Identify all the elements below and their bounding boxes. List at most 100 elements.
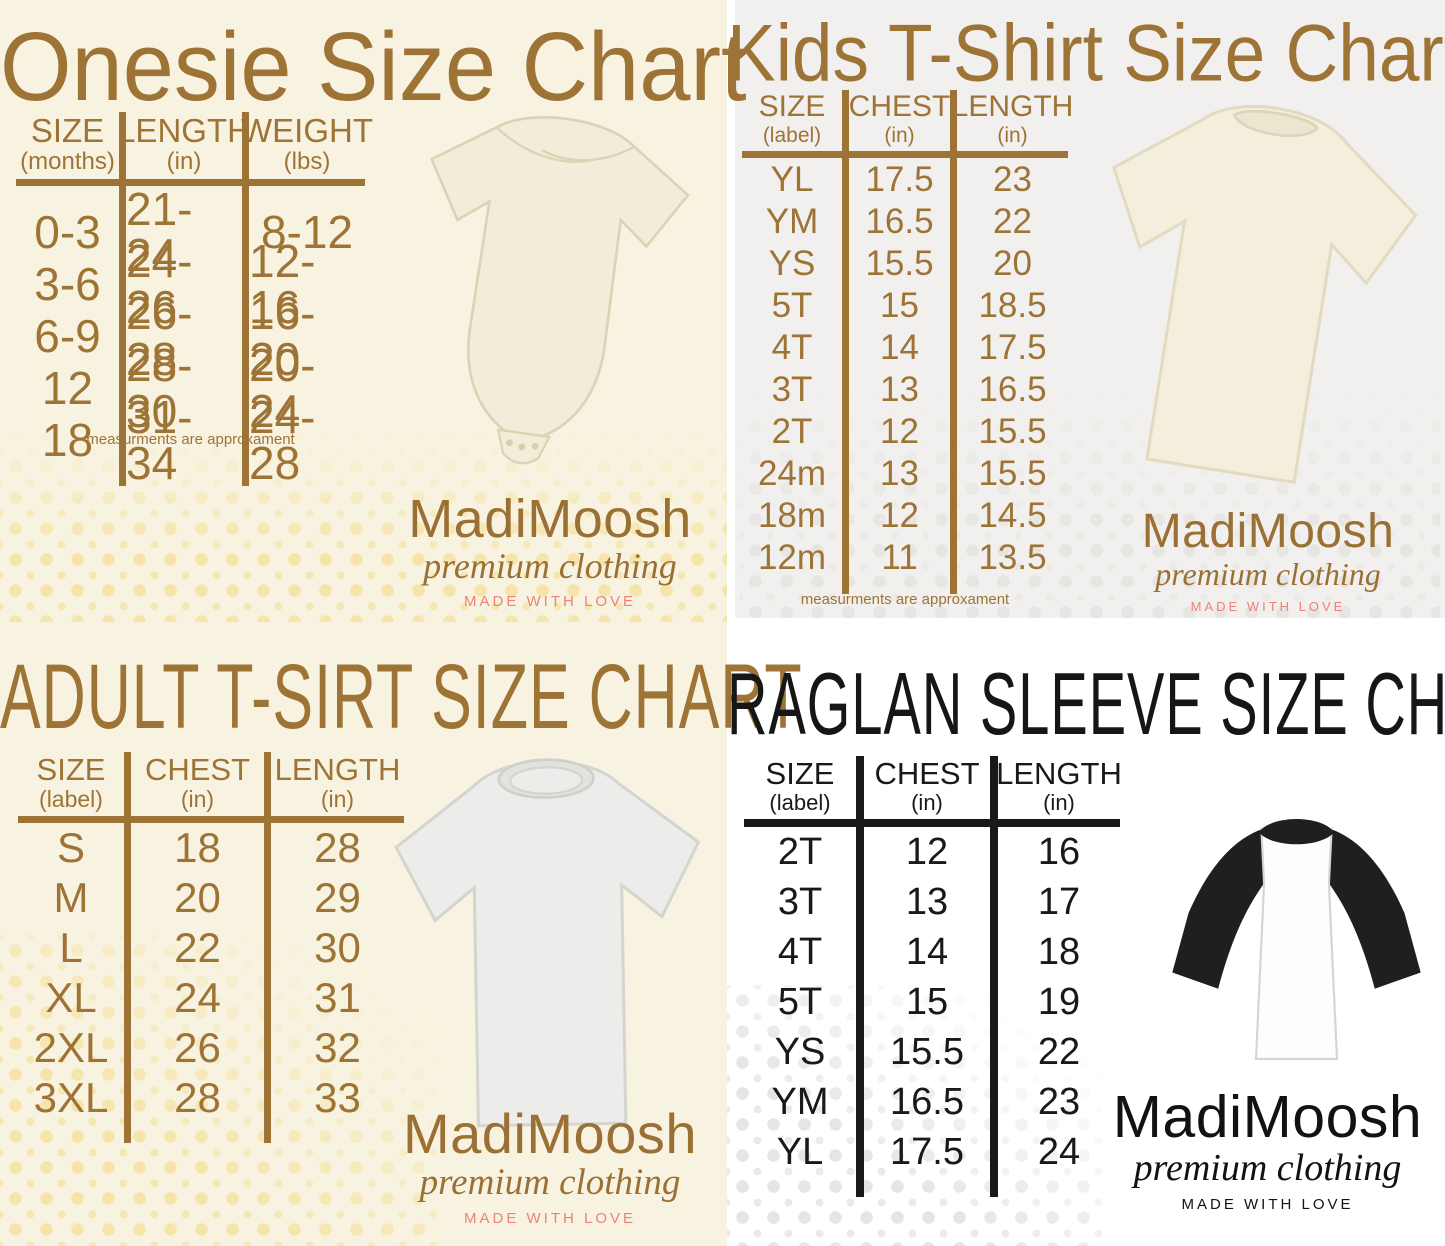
column-header: LENGTH (in) <box>117 112 251 179</box>
adult-chart-title: ADULT T-SIRT SIZE CHART <box>0 645 803 748</box>
table-row: YL 17.5 24 <box>744 1127 1120 1177</box>
table-cell: 18m <box>757 495 827 535</box>
column-label: WEIGHT <box>241 112 373 149</box>
table-cell: YS <box>768 243 816 283</box>
column-header: CHEST (in) <box>124 752 264 816</box>
table-row: 12m 11 13.5 <box>742 536 1068 578</box>
table-rule-extension-cell <box>842 578 950 594</box>
table-rule-extension-cell <box>119 446 242 466</box>
table-row: 18 31-34 24-28 <box>16 394 365 486</box>
brand-logo: MadiMoosh premium clothing MADE WITH LOV… <box>350 1106 750 1227</box>
kids-measurement-note: measurments are approxament <box>800 591 1010 608</box>
table-cell: YS <box>774 1031 826 1073</box>
table-cell: 15 <box>842 284 950 326</box>
table-cell: 3T <box>771 369 813 409</box>
table-cell: 17.5 <box>842 158 950 200</box>
table-cell: 32 <box>264 1023 404 1073</box>
table-row: YS 15.5 20 <box>742 242 1068 284</box>
brand-logo: MadiMoosh premium clothing MADE WITH LOV… <box>1090 1088 1445 1213</box>
table-row: 4T 14 18 <box>744 927 1120 977</box>
table-cell: 14 <box>842 326 950 368</box>
table-cell: 11 <box>842 536 950 578</box>
table-cell: 20-24 <box>242 342 365 434</box>
table-cell: 5T <box>771 285 813 325</box>
table-cell: 31 <box>264 973 404 1023</box>
column-unit: (in) <box>911 790 943 815</box>
table-cell: 2T <box>777 831 823 873</box>
adult-tshirt-image <box>394 758 701 1128</box>
table-cell: 0-3 <box>34 206 101 258</box>
table-cell: 15.5 <box>950 452 1068 494</box>
table-cell: 12-16 <box>242 238 365 330</box>
table-cell: 18 <box>41 414 94 466</box>
column-header: SIZE (label) <box>742 90 842 151</box>
adult-size-table: SIZE (label) CHEST (in) LENGTH (in) S 18 28 M 20 29… <box>18 752 404 1173</box>
table-header-row: SIZE (label) CHEST (in) LENGTH (in) <box>742 90 1073 158</box>
brand-logo: MadiMoosh premium clothing MADE WITH LOV… <box>1093 508 1443 614</box>
table-cell: 33 <box>264 1073 404 1123</box>
column-label: CHEST <box>848 90 951 123</box>
column-unit: (in) <box>180 786 215 812</box>
table-row: 18m 12 14.5 <box>742 494 1068 536</box>
column-unit: (in) <box>166 148 202 175</box>
column-label: LENGTH <box>117 112 251 149</box>
column-label: CHEST <box>144 752 251 787</box>
table-cell: 26-28 <box>119 290 242 382</box>
table-row: 3-6 24-26 12-16 <box>16 238 365 330</box>
brand-tagline: premium clothing <box>423 546 677 586</box>
table-cell: 13 <box>842 452 950 494</box>
table-header-row: SIZE (label) CHEST (in) LENGTH (in) <box>744 756 1122 827</box>
table-cell: 15 <box>856 977 990 1027</box>
table-cell: 30 <box>264 923 404 973</box>
column-unit: (label) <box>762 124 822 147</box>
table-cell: 14 <box>856 927 990 977</box>
table-rule-extension-cell <box>856 1177 990 1197</box>
brand-tagline: premium clothing <box>1133 1147 1402 1189</box>
table-cell: 3-6 <box>34 258 101 310</box>
table-cell: YM <box>765 201 819 241</box>
table-cell: 18 <box>990 927 1120 977</box>
table-row: 3T 13 16.5 <box>742 368 1068 410</box>
column-unit: (in) <box>997 124 1028 147</box>
table-row: 5T 15 19 <box>744 977 1120 1027</box>
table-cell: 13 <box>856 877 990 927</box>
onesie-measurement-note: measurments are approxament <box>86 431 295 448</box>
table-cell: 14.5 <box>950 494 1068 536</box>
table-cell: 13.5 <box>950 536 1068 578</box>
table-row: 3T 13 17 <box>744 877 1120 927</box>
table-cell: 16-20 <box>242 290 365 382</box>
table-cell: 17 <box>990 877 1120 927</box>
table-row: 2XL 26 32 <box>18 1023 404 1073</box>
table-row: YM 16.5 23 <box>744 1077 1120 1127</box>
kids-tshirt-image <box>1111 105 1418 485</box>
table-cell: 21-24 <box>119 186 242 278</box>
table-row: 2T 12 16 <box>744 827 1120 877</box>
column-header: LENGTH (in) <box>990 756 1122 819</box>
onesie-chart-title: Onesie Size Chart <box>0 13 747 122</box>
table-cell: 4T <box>777 931 823 973</box>
table-row: 4T 14 17.5 <box>742 326 1068 368</box>
table-cell: 13 <box>842 368 950 410</box>
table-row: L 22 30 <box>18 923 404 973</box>
table-cell: 22 <box>950 200 1068 242</box>
table-row: 5T 15 18.5 <box>742 284 1068 326</box>
onesie-size-table: SIZE (months) LENGTH (in) WEIGHT (lbs) 0-3 21-2… <box>16 112 373 498</box>
kids-chart-title: Kids T-Shirt Size Chart <box>727 9 1445 99</box>
table-rule-extension <box>742 578 1068 620</box>
table-row: YS 15.5 22 <box>744 1027 1120 1077</box>
table-cell: 3XL <box>33 1074 109 1121</box>
table-cell: 22 <box>124 923 264 973</box>
table-cell: 28 <box>124 1073 264 1123</box>
column-header: LENGTH (in) <box>264 752 404 816</box>
table-cell: 18 <box>124 823 264 873</box>
table-cell: 31-34 <box>119 394 242 486</box>
table-header-row: SIZE (label) CHEST (in) LENGTH (in) <box>18 752 404 823</box>
column-label: SIZE <box>30 112 105 149</box>
table-cell: 26 <box>124 1023 264 1073</box>
table-rule-extension-cell <box>744 1177 856 1197</box>
column-unit: (label) <box>39 786 103 812</box>
table-cell: 24 <box>124 973 264 1023</box>
kids-size-table: SIZE (label) CHEST (in) LENGTH (in) YL 17.5 23 YM… <box>742 90 1073 620</box>
table-row: S 18 28 <box>18 823 404 873</box>
